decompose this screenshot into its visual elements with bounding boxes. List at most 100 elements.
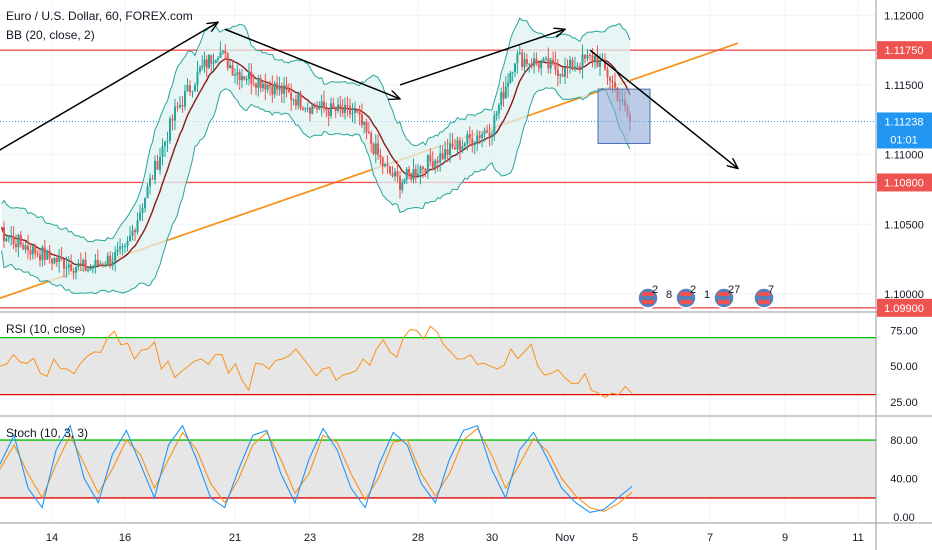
candle-body: [82, 259, 85, 265]
candle-body: [151, 178, 154, 180]
candle-body: [159, 156, 161, 170]
candle-body: [176, 106, 179, 108]
event-badge-label: 1: [704, 289, 710, 301]
candle-body: [285, 85, 288, 90]
candle-body: [126, 241, 129, 247]
candle-body: [367, 131, 370, 134]
candle-body: [414, 169, 417, 176]
candle-body: [346, 105, 349, 107]
candle-body: [252, 83, 255, 85]
candle-body: [604, 59, 606, 70]
candle-body: [318, 107, 321, 110]
candle-body: [164, 141, 166, 147]
candle-body: [199, 67, 201, 72]
candle-body: [606, 69, 609, 78]
candle-body: [471, 138, 474, 145]
countdown-text: 01:01: [890, 134, 918, 146]
candle-body: [304, 108, 307, 110]
trend-arrow: [224, 28, 400, 99]
candle-body: [231, 65, 234, 76]
candle-body: [344, 105, 346, 114]
rsi-axis-tick: 25.00: [890, 397, 918, 409]
rsi-axis-tick: 75.00: [890, 326, 918, 338]
candle-body: [320, 101, 323, 108]
candle-body: [51, 258, 53, 264]
candle-body: [473, 142, 476, 145]
candle-body: [556, 69, 559, 76]
candle-body: [523, 59, 526, 67]
candle-body: [552, 59, 555, 63]
candle-body: [354, 109, 356, 113]
candle-body: [179, 104, 181, 108]
candle-body: [614, 82, 616, 88]
candle-body: [154, 160, 156, 180]
price-axis-tick: 1.11000: [885, 150, 924, 162]
candle-body: [214, 59, 217, 64]
candle-body: [334, 107, 337, 111]
candle-body: [131, 230, 134, 236]
rsi-indicator-label: RSI (10, close): [6, 322, 86, 336]
candle-body: [166, 140, 169, 142]
candle-body: [7, 237, 10, 239]
candle-body: [259, 78, 262, 89]
candle-body: [241, 76, 243, 81]
candle-body: [114, 252, 117, 262]
candle-body: [299, 93, 302, 108]
candle-body: [363, 121, 366, 125]
candle-body: [576, 66, 579, 68]
candle-body: [17, 234, 20, 248]
time-axis-tick: 7: [707, 532, 713, 544]
flag-stripe: [642, 292, 654, 296]
candle-body: [509, 72, 512, 83]
candle-body: [360, 114, 363, 125]
candle-body: [119, 246, 122, 250]
candle-body: [594, 55, 596, 62]
candle-body: [255, 84, 257, 88]
candle-body: [224, 50, 227, 54]
candle-body: [370, 133, 373, 144]
symbol-title: Euro / U.S. Dollar, 60, FOREX.com: [6, 9, 193, 23]
candle-body: [139, 212, 141, 221]
trend-arrow: [0, 22, 218, 151]
flag-stripe: [718, 300, 730, 304]
candle-body: [330, 103, 332, 116]
price-level-tag: [877, 298, 932, 317]
candle-body: [210, 55, 213, 64]
candle-body: [146, 186, 149, 199]
candle-body: [497, 104, 500, 114]
candle-body: [238, 72, 241, 81]
candle-body: [365, 121, 368, 132]
candle-body: [358, 112, 361, 115]
time-axis-tick: 14: [46, 532, 58, 544]
candle-body: [454, 147, 456, 150]
candle-body: [549, 59, 552, 69]
candle-body: [483, 130, 486, 134]
candle-body: [581, 54, 584, 69]
time-axis-tick: 16: [119, 532, 131, 544]
candle-body: [276, 83, 279, 90]
candle-body: [461, 146, 464, 151]
candle-body: [381, 157, 384, 167]
candle-body: [463, 143, 466, 147]
candle-body: [431, 161, 434, 168]
candle-body: [609, 77, 611, 81]
candle-body: [84, 259, 87, 272]
candle-body: [419, 166, 422, 174]
candle-body: [410, 172, 413, 180]
candle-body: [516, 53, 519, 64]
candle-body: [399, 176, 401, 190]
price-level-tag-text: 1.10800: [884, 177, 924, 189]
candle-body: [458, 140, 461, 151]
candle-body: [405, 169, 408, 180]
candle-body: [426, 155, 429, 173]
candle-body: [325, 108, 328, 111]
candle-body: [226, 53, 229, 69]
candle-body: [201, 65, 204, 68]
bb-band-fill: [1, 18, 631, 294]
candle-body: [191, 91, 194, 93]
candle-body: [518, 52, 521, 54]
candle-body: [540, 62, 543, 69]
candle-body: [493, 115, 496, 135]
